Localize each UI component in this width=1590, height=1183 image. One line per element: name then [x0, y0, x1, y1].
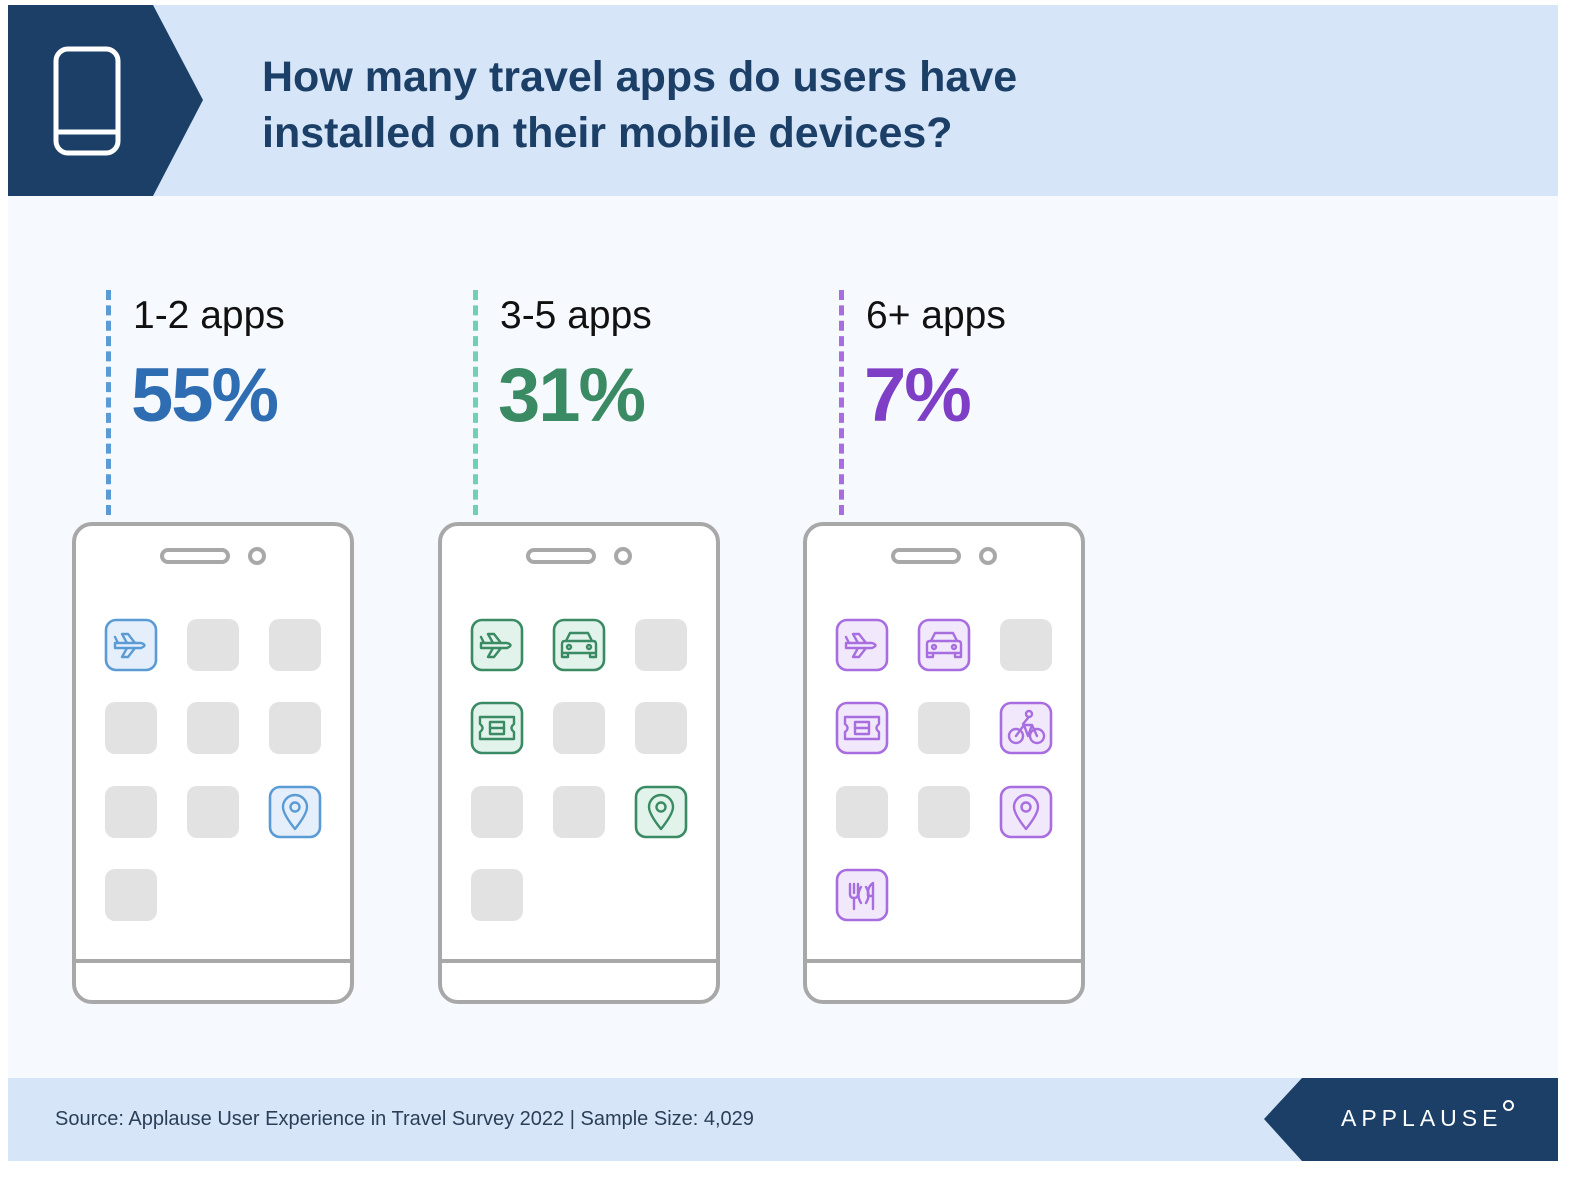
phone-illustration-1-2-apps [72, 522, 354, 1004]
app-tile-map-pin [999, 785, 1053, 839]
car-icon [925, 631, 963, 659]
phone-speaker [526, 548, 596, 564]
app-placeholder-tile [105, 869, 157, 921]
phone-speaker [160, 548, 230, 564]
page-title: How many travel apps do users have insta… [262, 49, 1262, 161]
phone-camera [979, 547, 997, 565]
app-tile-plane [470, 618, 524, 672]
app-tile-bicycle [999, 701, 1053, 755]
app-placeholder-tile [635, 619, 687, 671]
app-placeholder-tile [187, 702, 239, 754]
title-line-2: installed on their mobile devices? [262, 109, 953, 157]
phone-body [438, 522, 720, 1004]
infographic-card: How many travel apps do users have insta… [8, 5, 1558, 1161]
app-placeholder-tile [471, 786, 523, 838]
percentage-value: 55% [131, 353, 279, 438]
applause-logo: APPLAUSE [1341, 1105, 1503, 1131]
ticket-icon [478, 715, 516, 741]
app-tile-map-pin [634, 785, 688, 839]
app-placeholder-tile [269, 619, 321, 671]
app-placeholder-tile [269, 702, 321, 754]
car-icon [560, 631, 598, 659]
restaurant-icon [848, 881, 875, 911]
phone-camera [614, 547, 632, 565]
percentage-value: 31% [498, 353, 646, 438]
source-note: Source: Applause User Experience in Trav… [55, 1108, 754, 1130]
app-placeholder-tile [918, 786, 970, 838]
phone-camera [248, 547, 266, 565]
app-tile-restaurant [835, 868, 889, 922]
phone-illustration-3-5-apps [438, 522, 720, 1004]
plane-icon [113, 632, 146, 659]
plane-icon [479, 632, 512, 659]
dashed-connector [106, 290, 111, 515]
dashed-connector [473, 290, 478, 515]
plane-icon [844, 632, 877, 659]
category-label: 6+ apps [866, 294, 1006, 337]
logo-tab [1264, 1078, 1558, 1161]
map-pin-icon [281, 793, 309, 831]
stat-6-plus-apps: 6+ apps 7% [839, 290, 1139, 520]
map-pin-icon [647, 793, 675, 831]
title-line-1: How many travel apps do users have [262, 53, 1018, 101]
header-tab [8, 5, 203, 196]
phone-illustration-6-plus-apps [803, 522, 1085, 1004]
app-placeholder-tile [918, 702, 970, 754]
app-placeholder-tile [553, 786, 605, 838]
footer-bar: Source: Applause User Experience in Trav… [8, 1078, 1558, 1161]
app-placeholder-tile [187, 619, 239, 671]
bicycle-icon [1007, 709, 1046, 745]
phone-body [803, 522, 1085, 1004]
phone-svg [72, 522, 354, 1004]
app-tile-car [552, 618, 606, 672]
app-tile-plane [104, 618, 158, 672]
phone-speaker [891, 548, 961, 564]
phone-svg [438, 522, 720, 1004]
app-tile-car [917, 618, 971, 672]
dashed-connector [839, 290, 844, 515]
map-pin-icon [1012, 793, 1040, 831]
stat-1-2-apps: 1-2 apps 55% [106, 290, 406, 520]
app-placeholder-tile [471, 869, 523, 921]
app-placeholder-tile [635, 702, 687, 754]
phone-body [72, 522, 354, 1004]
stat-3-5-apps: 3-5 apps 31% [473, 290, 773, 520]
app-placeholder-tile [553, 702, 605, 754]
app-placeholder-tile [836, 786, 888, 838]
category-label: 3-5 apps [500, 294, 652, 337]
category-label: 1-2 apps [133, 294, 285, 337]
header-banner: How many travel apps do users have insta… [8, 5, 1558, 196]
ticket-icon [843, 715, 881, 741]
app-placeholder-tile [187, 786, 239, 838]
app-placeholder-tile [105, 702, 157, 754]
app-placeholder-tile [105, 786, 157, 838]
logo-ring-icon [1503, 1100, 1514, 1111]
app-tile-map-pin [268, 785, 322, 839]
phone-svg [803, 522, 1085, 1004]
app-tile-ticket [835, 701, 889, 755]
app-tile-ticket [470, 701, 524, 755]
smartphone-icon [53, 46, 121, 156]
percentage-value: 7% [864, 353, 972, 438]
app-tile-plane [835, 618, 889, 672]
app-placeholder-tile [1000, 619, 1052, 671]
